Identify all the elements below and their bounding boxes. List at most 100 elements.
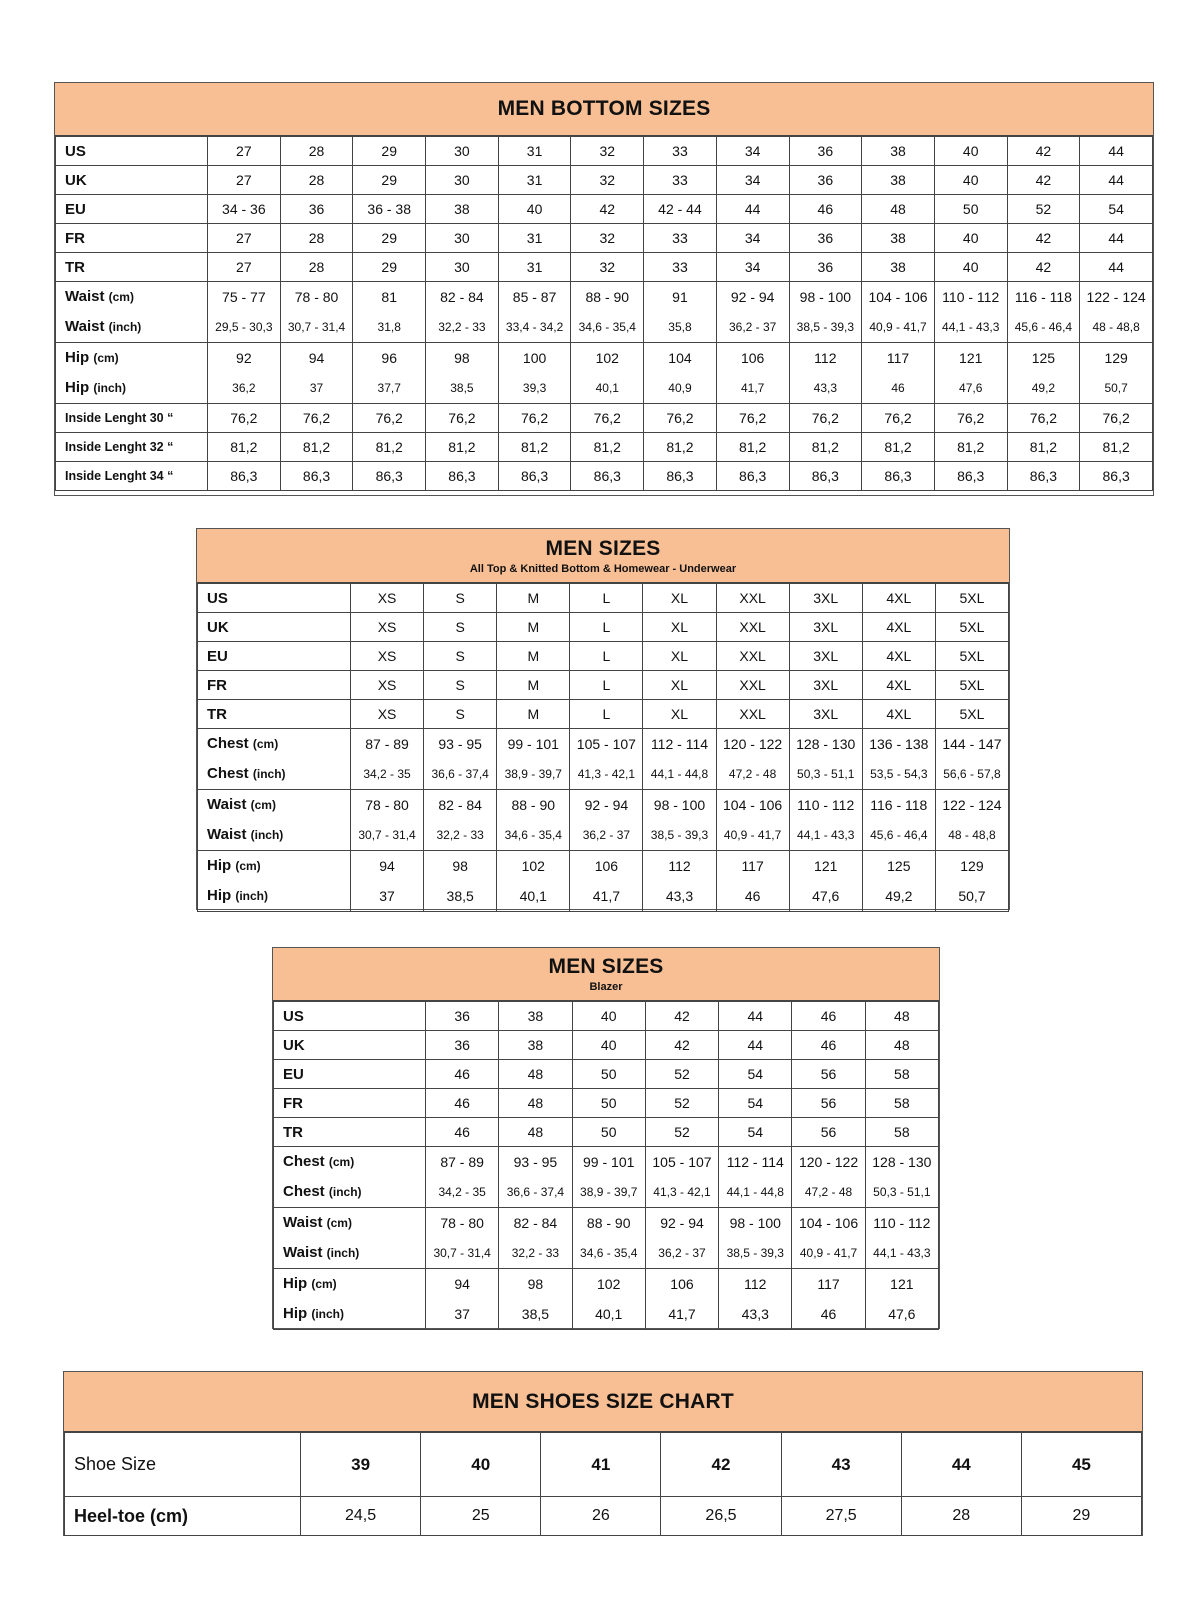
size-table: US 36 38 40 42 44 46 48 UK 36 38 40 42 44 46 48 EU 46 48 50… (273, 1001, 940, 1330)
row-label: FR (273, 1088, 426, 1118)
value-inch: 38,5 (521, 1306, 550, 1322)
value-cm: 128 - 130 (872, 1154, 932, 1170)
value-cm: 121 (959, 350, 983, 366)
value-inch: 50,3 - 51,1 (873, 1185, 931, 1199)
chart-header: MEN BOTTOM SIZES (55, 83, 1153, 136)
size-cell: 29 (352, 165, 427, 195)
size-cell: 31 (497, 136, 572, 166)
size-cell: XS (349, 583, 425, 613)
size-cell: 48 (498, 1059, 573, 1089)
value-inch: 43,3 (665, 888, 694, 904)
size-cell: 104 - 106 40,9 - 41,7 (791, 1207, 866, 1269)
value-cm: 91 (672, 289, 688, 305)
size-cell: 40 (933, 136, 1008, 166)
size-cell: 87 - 89 34,2 - 35 (349, 728, 425, 790)
value-cm: 117 (817, 1276, 840, 1292)
men-shoes-size-chart: MEN SHOES SIZE CHART Shoe Size 39 40 41 42 43 4… (63, 1371, 1143, 1536)
size-cell: 5XL (934, 612, 1010, 642)
row-label: FR (55, 223, 208, 253)
measure-unit: (inch) (326, 1246, 360, 1260)
row-label: Shoe Size (64, 1432, 301, 1497)
value-inch: 34,6 - 35,4 (504, 828, 562, 842)
size-cell: XS (349, 699, 425, 729)
size-cell: 40 (497, 194, 572, 224)
size-cell: 56 (791, 1088, 866, 1118)
chart-header: MEN SHOES SIZE CHART (64, 1372, 1142, 1432)
value-inch: 46 (820, 1306, 837, 1322)
size-cell: 33 (643, 165, 717, 195)
chart-title: MEN SHOES SIZE CHART (472, 1389, 734, 1413)
value-cm: 117 (886, 350, 910, 366)
size-cell: 99 - 101 38,9 - 39,7 (496, 728, 571, 790)
size-cell: 30 (425, 252, 499, 282)
measure-unit: (cm) (252, 737, 279, 751)
size-cell: 40 (933, 252, 1008, 282)
size-cell: 39 (299, 1432, 422, 1497)
size-cell: 56 (791, 1059, 866, 1089)
measure-name: Hip (65, 349, 90, 366)
value-cm: 92 - 94 (730, 289, 775, 305)
measure-name: Chest (207, 765, 249, 782)
row-label: UK (273, 1030, 426, 1060)
size-cell: 27 (207, 223, 281, 253)
table-row: Heel-toe (cm) 24,5 25 26 26,5 27,5 28 29 (64, 1496, 1143, 1536)
size-cell: 117 46 (861, 342, 935, 404)
size-cell: 52 (1006, 194, 1081, 224)
size-cell: 42 (1006, 165, 1081, 195)
size-cell: 81,2 (352, 432, 427, 462)
size-cell: 86,3 (497, 461, 572, 491)
value-inch: 40,9 - 41,7 (723, 828, 782, 842)
table-row: Inside Lenght 34 “86,3 86,3 86,3 86,3 86,3 86… (55, 461, 1153, 491)
size-cell: 26,5 (660, 1496, 782, 1536)
value-cm: 112 - 114 (726, 1154, 784, 1170)
value-inch: 36,6 - 37,4 (506, 1185, 565, 1199)
value-inch: 41,7 (740, 381, 765, 395)
size-cell: 81,2 (933, 432, 1008, 462)
size-cell: 100 39,3 (497, 342, 572, 404)
value-inch: 46 (891, 381, 905, 395)
size-cell: 4XL (861, 699, 936, 729)
size-cell: 88 - 90 34,6 - 35,4 (496, 789, 571, 851)
size-cell: XS (349, 612, 425, 642)
value-cm: 121 (890, 1276, 914, 1292)
size-cell: 122 - 124 48 - 48,8 (1079, 281, 1153, 343)
measure-unit: (cm) (250, 798, 276, 812)
measure-unit: (cm) (326, 1216, 352, 1230)
size-cell: 38 (861, 165, 935, 195)
value-inch: 33,4 - 34,2 (505, 320, 564, 334)
size-cell: 116 - 118 45,6 - 46,4 (861, 789, 936, 851)
measure-unit: (inch) (311, 1307, 345, 1321)
size-cell: 76,2 (933, 403, 1008, 433)
size-cell: 112 43,3 (642, 850, 717, 912)
value-cm: 125 (1031, 350, 1056, 366)
chart-title: MEN SIZES (548, 955, 664, 978)
size-cell: 43 (780, 1432, 902, 1497)
value-inch: 34,2 - 35 (363, 767, 411, 781)
value-cm: 92 - 94 (660, 1215, 704, 1231)
value-cm: 106 (670, 1276, 694, 1292)
size-cell: 98 - 100 38,5 - 39,3 (642, 789, 717, 851)
size-cell: 40 (933, 165, 1008, 195)
size-cell: 4XL (861, 670, 936, 700)
table-row: FR 27 28 29 30 31 32 33 34 36 38 40 42 44 (55, 223, 1153, 253)
table-row: UK XS S M L XL XXL 3XL 4XL 5XL (197, 612, 1010, 642)
size-cell: 87 - 89 34,2 - 35 (424, 1146, 500, 1208)
value-inch: 44,1 - 44,8 (650, 767, 709, 781)
measure-name: Waist (207, 796, 247, 813)
men-sizes-blazer-chart: MEN SIZES Blazer US 36 38 40 42 44 46 48 UK 36 38 40 4… (272, 947, 940, 1330)
value-inch: 48 - 48,8 (1092, 320, 1140, 334)
size-cell: 3XL (788, 699, 863, 729)
measure-name: Chest (207, 735, 249, 752)
size-cell: 28 (279, 136, 354, 166)
value-inch: 32,2 - 33 (438, 320, 486, 334)
size-cell: 104 - 106 40,9 - 41,7 (861, 281, 935, 343)
size-cell: 48 (864, 1001, 940, 1031)
size-cell: 88 - 90 34,6 - 35,4 (571, 1207, 646, 1269)
size-cell: 106 41,7 (644, 1268, 720, 1330)
size-cell: 42 (1006, 252, 1081, 282)
measure-name: Hip (65, 379, 90, 396)
size-cell: 81,2 (643, 432, 717, 462)
size-cell: 76,2 (497, 403, 572, 433)
table-row: Chest (cm) Chest (inch) 87 - 89 34,2 - 35 93… (197, 728, 1010, 790)
size-cell: 78 - 80 30,7 - 31,4 (424, 1207, 500, 1269)
